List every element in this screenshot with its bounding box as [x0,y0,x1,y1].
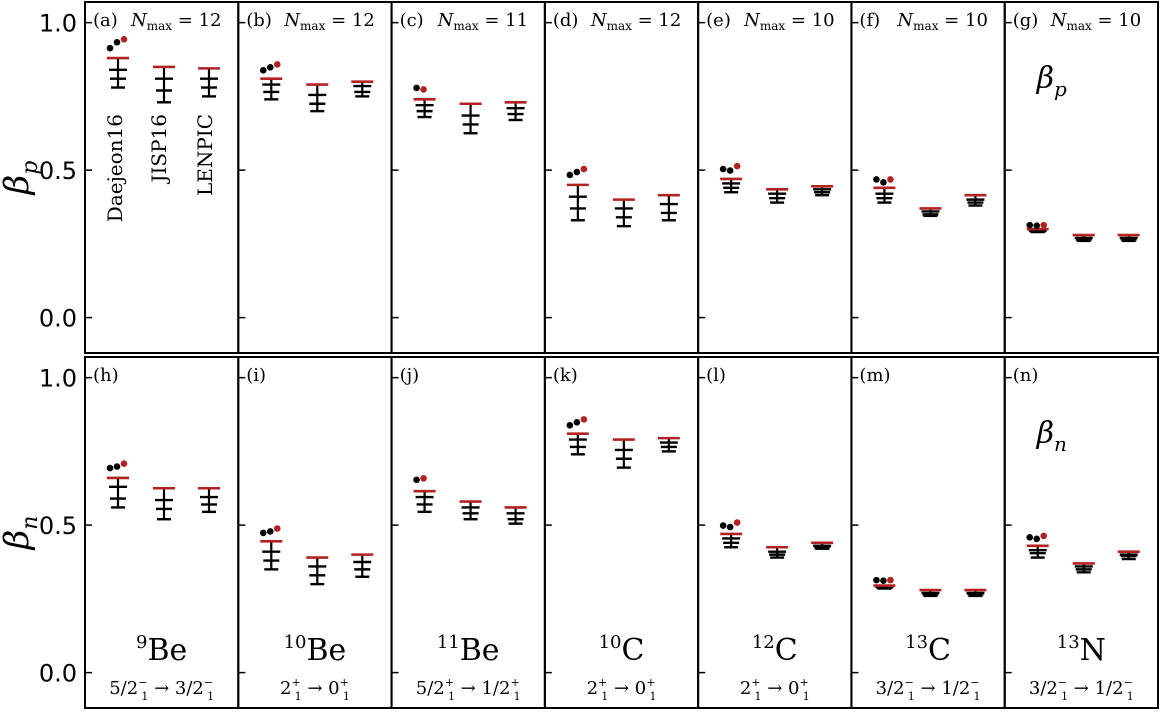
corner-symbol: βn [1036,416,1067,456]
nucleus-label: 12C [752,632,798,668]
panel-label: (b) [246,10,272,31]
panel-label: (i) [246,365,266,386]
data-point [566,171,574,179]
data-point [719,522,727,529]
data-marks [106,35,1140,598]
data-point [887,576,894,584]
corner-symbol: βp [1036,61,1067,101]
nmax-label: Nmax = 10 [896,10,988,33]
nmax-label: Nmax = 10 [1050,10,1142,33]
data-point [420,475,427,482]
nucleus-label: 13C [905,632,951,668]
transition-label: 5/2+ 1 → 1/2+ 1 [416,676,521,703]
data-point [733,519,741,526]
transition-label: 2+ 1 → 0+ 1 [740,676,810,703]
data-point [106,464,114,472]
data-point [880,577,887,585]
panel-label: (m) [859,365,890,386]
y-tick-label: 1.0 [39,10,77,38]
data-point [266,64,274,71]
text-labels: 0.0 0.5 1.0 (a) Nmax = 12 (b) Nmax = 12 (c) Nmax… [0,10,1141,703]
nmax-label: Nmax = 12 [130,10,222,33]
panel-label: (c) [400,10,424,31]
data-point [420,86,427,93]
data-point [1033,535,1041,543]
panel-label: (h) [93,365,119,386]
data-point [106,44,114,52]
nucleus-label: 9Be [136,632,187,668]
nucleus-label: 10C [599,632,645,668]
transition-label: 2+ 1 → 0+ 1 [587,676,657,703]
panel-label: (d) [553,10,579,31]
data-point [259,529,267,537]
data-point [266,528,274,535]
nmax-label: Nmax = 10 [743,10,835,33]
data-point [1040,221,1048,229]
transition-label: 5/2− 1 → 3/2− 1 [109,676,214,703]
panel-label: (l) [706,365,726,386]
data-point [1040,532,1048,540]
panel-frame [237,1,393,354]
data-point [887,176,894,183]
data-point [573,419,581,426]
y-tick-label: 0.0 [39,305,77,333]
data-point [873,576,880,584]
data-point [726,523,734,531]
interaction-label: JISP16 [147,114,171,185]
data-point [726,167,734,174]
transition-label: 3/2− 1 → 1/2− 1 [876,676,981,703]
nucleus-label: 11Be [437,632,500,668]
data-point [719,165,727,173]
y-tick-label: 0.5 [39,512,77,540]
data-point [120,460,128,467]
data-point [733,162,741,170]
nmax-label: Nmax = 12 [590,10,682,33]
data-point [873,176,880,183]
nmax-label: Nmax = 11 [437,10,528,33]
panel-frame [1003,1,1160,354]
data-point [580,165,588,173]
panel-label: (g) [1013,10,1039,31]
nucleus-label: 13N [1057,632,1106,668]
panel-label: (a) [93,10,118,31]
data-point [259,66,267,74]
y-tick-label: 0.5 [39,157,77,185]
panel-frame [697,1,853,354]
panel-frames [84,1,1160,709]
panel-label: (k) [553,365,578,386]
data-point [1026,534,1034,541]
data-point [1026,221,1034,229]
panel-label: (j) [400,365,420,386]
panel-frame [390,1,546,354]
data-point [413,476,420,484]
panel-frame [1003,356,1160,709]
panel-label: (f) [859,10,880,31]
data-point [1033,222,1041,230]
panel-label: (e) [706,10,731,31]
data-point [120,35,128,43]
data-point [273,525,281,532]
y-tick-label: 0.0 [39,660,77,688]
y-axis-label: βp [0,161,43,197]
interaction-label: Daejeon16 [103,114,127,222]
data-point [413,84,420,92]
data-point [273,61,281,68]
nucleus-label: 10Be [284,632,347,668]
data-point [880,179,887,186]
transition-label: 2+ 1 → 0+ 1 [280,676,350,703]
nmax-label: Nmax = 12 [283,10,375,33]
y-tick-label: 1.0 [39,365,77,393]
data-point [566,421,574,429]
data-point [573,168,581,176]
interaction-label: LENPIC [193,114,217,196]
data-point [580,416,588,423]
data-point [113,38,121,46]
data-point [113,463,121,470]
y-axis-label: βn [0,516,43,552]
transition-label: 3/2− 1 → 1/2− 1 [1029,676,1134,703]
panel-label: (n) [1013,365,1039,386]
